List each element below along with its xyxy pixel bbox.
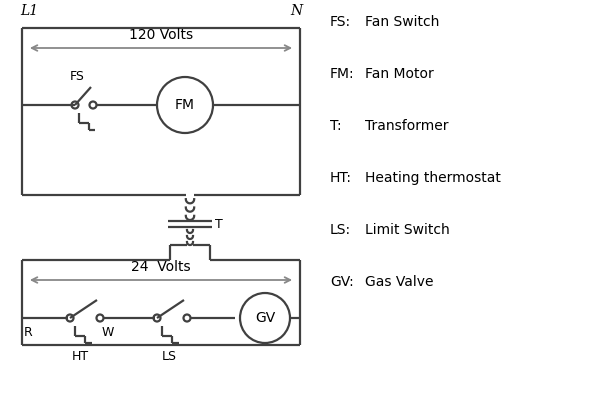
Text: FS:: FS: [330, 15, 351, 29]
Text: FM: FM [175, 98, 195, 112]
Text: L1: L1 [20, 4, 38, 18]
Text: HT: HT [71, 350, 88, 363]
Text: FS: FS [70, 70, 84, 83]
Text: 24  Volts: 24 Volts [131, 260, 191, 274]
Text: T:: T: [330, 119, 342, 133]
Text: Fan Switch: Fan Switch [365, 15, 440, 29]
Text: Limit Switch: Limit Switch [365, 223, 450, 237]
Text: T: T [215, 218, 223, 230]
Text: R: R [24, 326, 33, 339]
Text: LS: LS [162, 350, 176, 363]
Text: 120 Volts: 120 Volts [129, 28, 193, 42]
Text: LS:: LS: [330, 223, 351, 237]
Text: GV:: GV: [330, 275, 354, 289]
Text: Transformer: Transformer [365, 119, 448, 133]
Text: Fan Motor: Fan Motor [365, 67, 434, 81]
Text: HT:: HT: [330, 171, 352, 185]
Text: N: N [290, 4, 302, 18]
Text: Heating thermostat: Heating thermostat [365, 171, 501, 185]
Text: W: W [102, 326, 114, 339]
Text: FM:: FM: [330, 67, 355, 81]
Text: Gas Valve: Gas Valve [365, 275, 434, 289]
Text: GV: GV [255, 311, 275, 325]
